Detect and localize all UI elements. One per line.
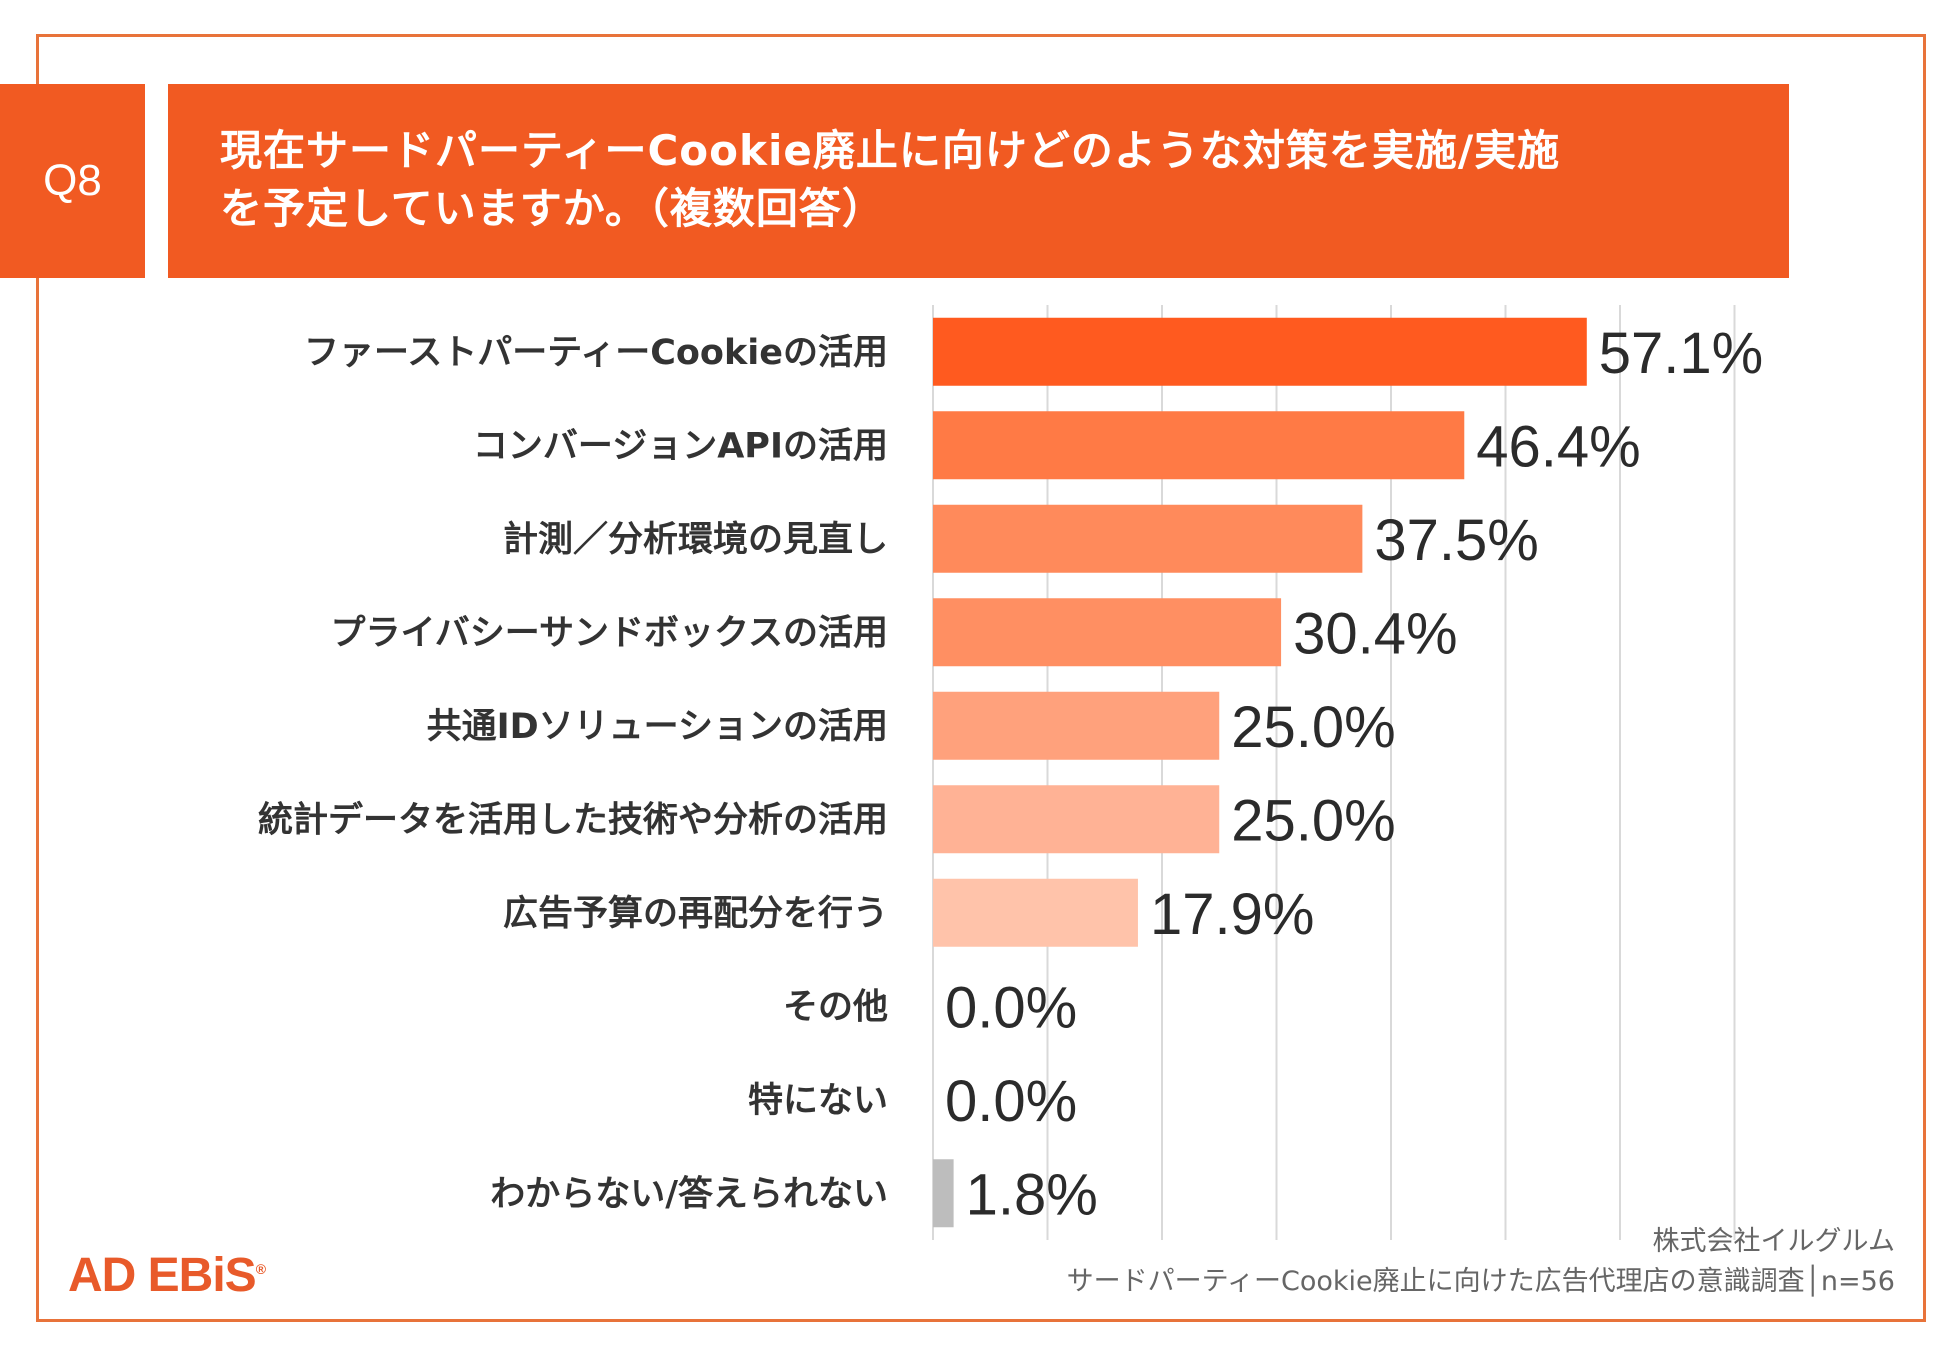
- category-label: その他: [783, 987, 888, 1027]
- data-label: 37.5%: [1374, 508, 1538, 573]
- bar: [933, 785, 1220, 854]
- data-label: 46.4%: [1476, 414, 1640, 479]
- bar: [933, 878, 1138, 947]
- data-label: 0.0%: [945, 1069, 1077, 1134]
- data-label: 1.8%: [966, 1162, 1098, 1227]
- category-label: 計測／分析環境の見直し: [503, 520, 888, 560]
- question-number: Q8: [43, 156, 102, 205]
- category-label: 特にない: [748, 1081, 888, 1121]
- question-title: 現在サードパーティーCookie廃止に向けどのような対策を実施/実施 を予定して…: [168, 84, 1789, 278]
- category-label: ファーストパーティーCookieの活用: [304, 333, 888, 373]
- bar: [933, 691, 1220, 760]
- category-label: わからない/答えられない: [490, 1174, 888, 1214]
- question-title-line-2: を予定していますか。（複数回答）: [220, 184, 885, 233]
- category-label: 広告予算の再配分を行う: [503, 894, 888, 934]
- source-company: 株式会社イルグルム: [1652, 1226, 1895, 1257]
- category-label: 共通IDソリューションの活用: [427, 707, 888, 747]
- category-label: コンバージョンAPIの活用: [473, 426, 888, 466]
- data-label: 25.0%: [1231, 695, 1395, 760]
- data-label: 17.9%: [1150, 882, 1314, 947]
- data-label: 57.1%: [1599, 321, 1763, 386]
- adebis-logo: AD EBiS®: [68, 1249, 266, 1302]
- source-survey: サードパーティーCookie廃止に向けた広告代理店の意識調査│n=56: [1066, 1266, 1895, 1297]
- question-number-badge: Q8: [0, 84, 145, 278]
- bar: [933, 317, 1587, 386]
- bar: [933, 598, 1282, 667]
- source-note: 株式会社イルグルム サードパーティーCookie廃止に向けた広告代理店の意識調査…: [1067, 1222, 1895, 1302]
- bar: [933, 504, 1363, 573]
- chart-frame: [36, 34, 1926, 1322]
- data-label: 0.0%: [945, 975, 1077, 1040]
- bar: [933, 1159, 954, 1228]
- question-title-line-1: 現在サードパーティーCookie廃止に向けどのような対策を実施/実施: [220, 126, 1561, 175]
- bar: [933, 411, 1465, 480]
- category-label: プライバシーサンドボックスの活用: [330, 613, 888, 653]
- category-label: 統計データを活用した技術や分析の活用: [258, 799, 888, 840]
- data-label: 25.0%: [1231, 788, 1395, 853]
- data-label: 30.4%: [1293, 601, 1457, 666]
